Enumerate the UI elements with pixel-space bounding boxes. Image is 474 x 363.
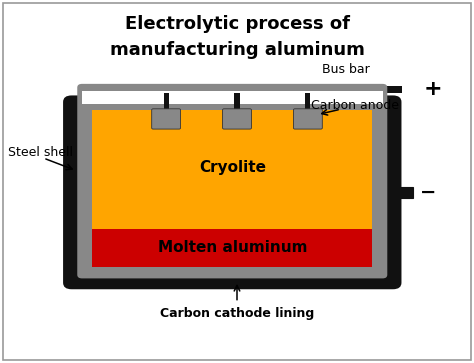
Bar — [164, 93, 169, 110]
Bar — [82, 91, 383, 104]
Text: −: − — [420, 183, 437, 202]
FancyBboxPatch shape — [293, 109, 322, 129]
Text: Electrolytic process of: Electrolytic process of — [125, 15, 349, 33]
Text: +: + — [424, 79, 442, 99]
Text: Bus bar: Bus bar — [322, 62, 370, 76]
Text: Carbon cathode lining: Carbon cathode lining — [160, 307, 314, 320]
FancyBboxPatch shape — [77, 84, 387, 278]
Text: manufacturing aluminum: manufacturing aluminum — [109, 41, 365, 58]
Text: Molten aluminum: Molten aluminum — [157, 240, 307, 255]
Text: Steel shell: Steel shell — [8, 146, 73, 159]
Bar — [305, 93, 310, 110]
FancyBboxPatch shape — [63, 95, 401, 289]
Bar — [86, 86, 402, 93]
Text: Carbon anode: Carbon anode — [311, 99, 399, 112]
FancyBboxPatch shape — [223, 109, 251, 129]
Bar — [392, 187, 413, 198]
Bar — [92, 110, 372, 229]
Text: Cryolite: Cryolite — [199, 159, 266, 175]
FancyBboxPatch shape — [152, 109, 181, 129]
Bar — [92, 229, 372, 267]
Bar — [235, 93, 239, 110]
